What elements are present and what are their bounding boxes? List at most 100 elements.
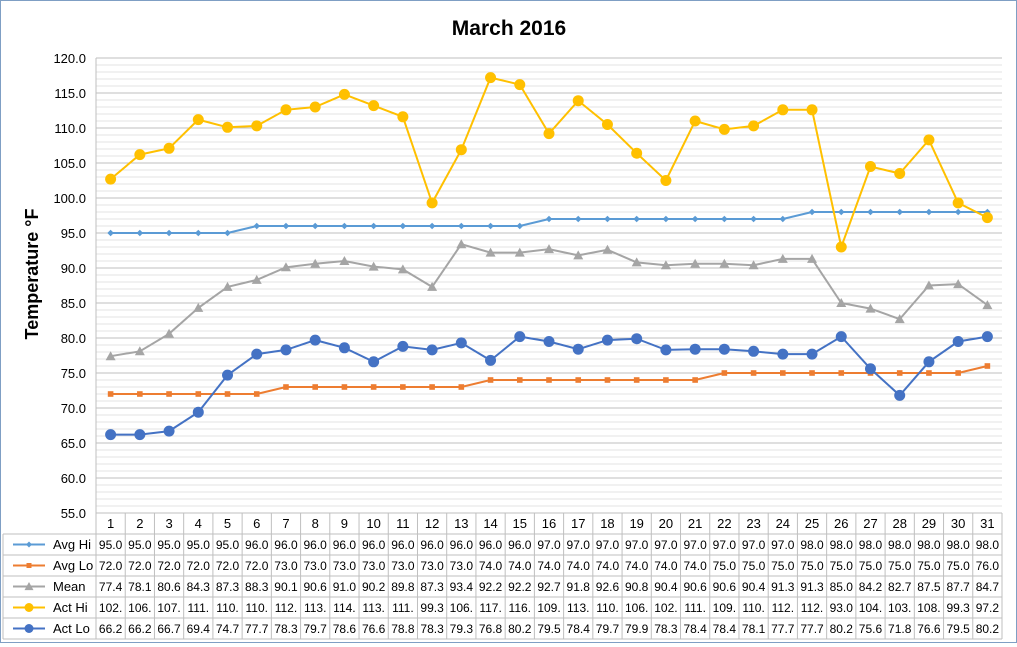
data-label: 96.0	[508, 538, 532, 552]
data-point	[923, 280, 934, 290]
data-label: 95.0	[128, 538, 152, 552]
data-label: 110.	[742, 601, 764, 615]
data-point	[456, 239, 467, 249]
data-point	[134, 346, 145, 356]
data-label: 97.0	[567, 538, 591, 552]
legend-key-marker	[26, 541, 32, 548]
data-point	[984, 363, 991, 369]
data-label: 91.8	[567, 580, 591, 594]
data-label: 97.0	[654, 538, 678, 552]
data-label: 98.0	[976, 538, 1000, 552]
data-point	[165, 229, 173, 237]
data-point	[487, 377, 494, 383]
data-point	[193, 302, 204, 312]
data-point	[721, 215, 728, 223]
data-label: 107.	[157, 601, 180, 615]
y-tick-label: 115.0	[54, 86, 86, 101]
data-label: 95.0	[216, 538, 240, 552]
data-label: 106.	[128, 601, 151, 615]
data-label: 96.0	[479, 538, 503, 552]
data-label: 96.0	[362, 538, 386, 552]
series-line	[110, 211, 988, 234]
data-label: 84.3	[187, 580, 211, 594]
data-label: 73.0	[274, 559, 298, 573]
data-point	[982, 300, 993, 310]
x-tick-label: 29	[922, 516, 936, 531]
data-label: 90.8	[625, 580, 649, 594]
data-label: 97.0	[625, 538, 649, 552]
data-point	[923, 134, 935, 146]
legend-label: Avg Hi	[53, 537, 91, 552]
data-point	[107, 391, 114, 397]
data-label: 93.4	[450, 580, 474, 594]
data-label: 77.7	[245, 622, 269, 636]
data-label: 77.4	[99, 580, 123, 594]
data-point	[575, 377, 582, 383]
data-point	[981, 331, 993, 343]
data-point	[689, 343, 701, 355]
data-point	[779, 215, 787, 223]
data-point	[166, 391, 172, 397]
data-label: 78.6	[333, 622, 357, 636]
data-point	[426, 344, 438, 356]
data-label: 106.	[625, 601, 648, 615]
y-tick-label: 95.0	[61, 226, 86, 241]
data-point	[777, 253, 788, 263]
data-point	[338, 342, 350, 354]
data-point	[105, 173, 117, 185]
data-point	[692, 377, 698, 383]
data-label: 66.2	[99, 622, 123, 636]
data-point	[485, 354, 497, 366]
data-label: 113.	[567, 601, 589, 615]
data-point	[546, 377, 552, 383]
data-point	[251, 348, 263, 360]
data-point	[136, 229, 144, 237]
data-point	[397, 111, 409, 123]
data-point	[662, 215, 670, 223]
data-label: 87.3	[216, 580, 240, 594]
data-point	[370, 222, 377, 230]
data-point	[896, 208, 904, 216]
y-tick-label: 90.0	[61, 261, 86, 276]
data-point	[251, 120, 263, 132]
data-label: 66.2	[128, 622, 152, 636]
x-tick-label: 6	[253, 516, 260, 531]
data-point	[544, 244, 554, 254]
data-point	[691, 215, 699, 223]
data-label: 90.1	[274, 580, 298, 594]
data-point	[545, 215, 553, 223]
data-point	[137, 391, 143, 397]
data-point	[455, 337, 467, 349]
data-point	[105, 351, 116, 361]
data-label: 78.4	[567, 622, 591, 636]
data-label: 75.0	[859, 559, 883, 573]
data-point	[514, 79, 526, 91]
data-label: 79.5	[537, 622, 561, 636]
data-label: 117.	[479, 601, 501, 615]
data-label: 75.0	[830, 559, 854, 573]
data-point	[750, 370, 757, 376]
x-tick-label: 17	[571, 516, 585, 531]
data-point	[894, 168, 906, 179]
data-label: 74.0	[537, 559, 561, 573]
data-label: 98.0	[888, 538, 912, 552]
data-label: 98.0	[859, 538, 883, 552]
x-tick-label: 21	[688, 516, 702, 531]
data-point	[809, 370, 815, 376]
data-point	[952, 197, 964, 209]
data-point	[368, 100, 380, 112]
data-label: 72.0	[157, 559, 181, 573]
x-tick-label: 31	[980, 516, 994, 531]
data-point	[514, 331, 526, 343]
data-label: 74.0	[683, 559, 707, 573]
data-label: 80.2	[976, 622, 1000, 636]
legend-key-marker	[24, 582, 34, 591]
data-point	[573, 250, 584, 260]
data-label: 91.3	[800, 580, 824, 594]
data-label: 80.2	[830, 622, 854, 636]
x-tick-label: 18	[600, 516, 614, 531]
data-point	[458, 384, 465, 390]
data-point	[194, 229, 202, 237]
x-tick-label: 28	[892, 516, 906, 531]
x-tick-label: 25	[805, 516, 819, 531]
